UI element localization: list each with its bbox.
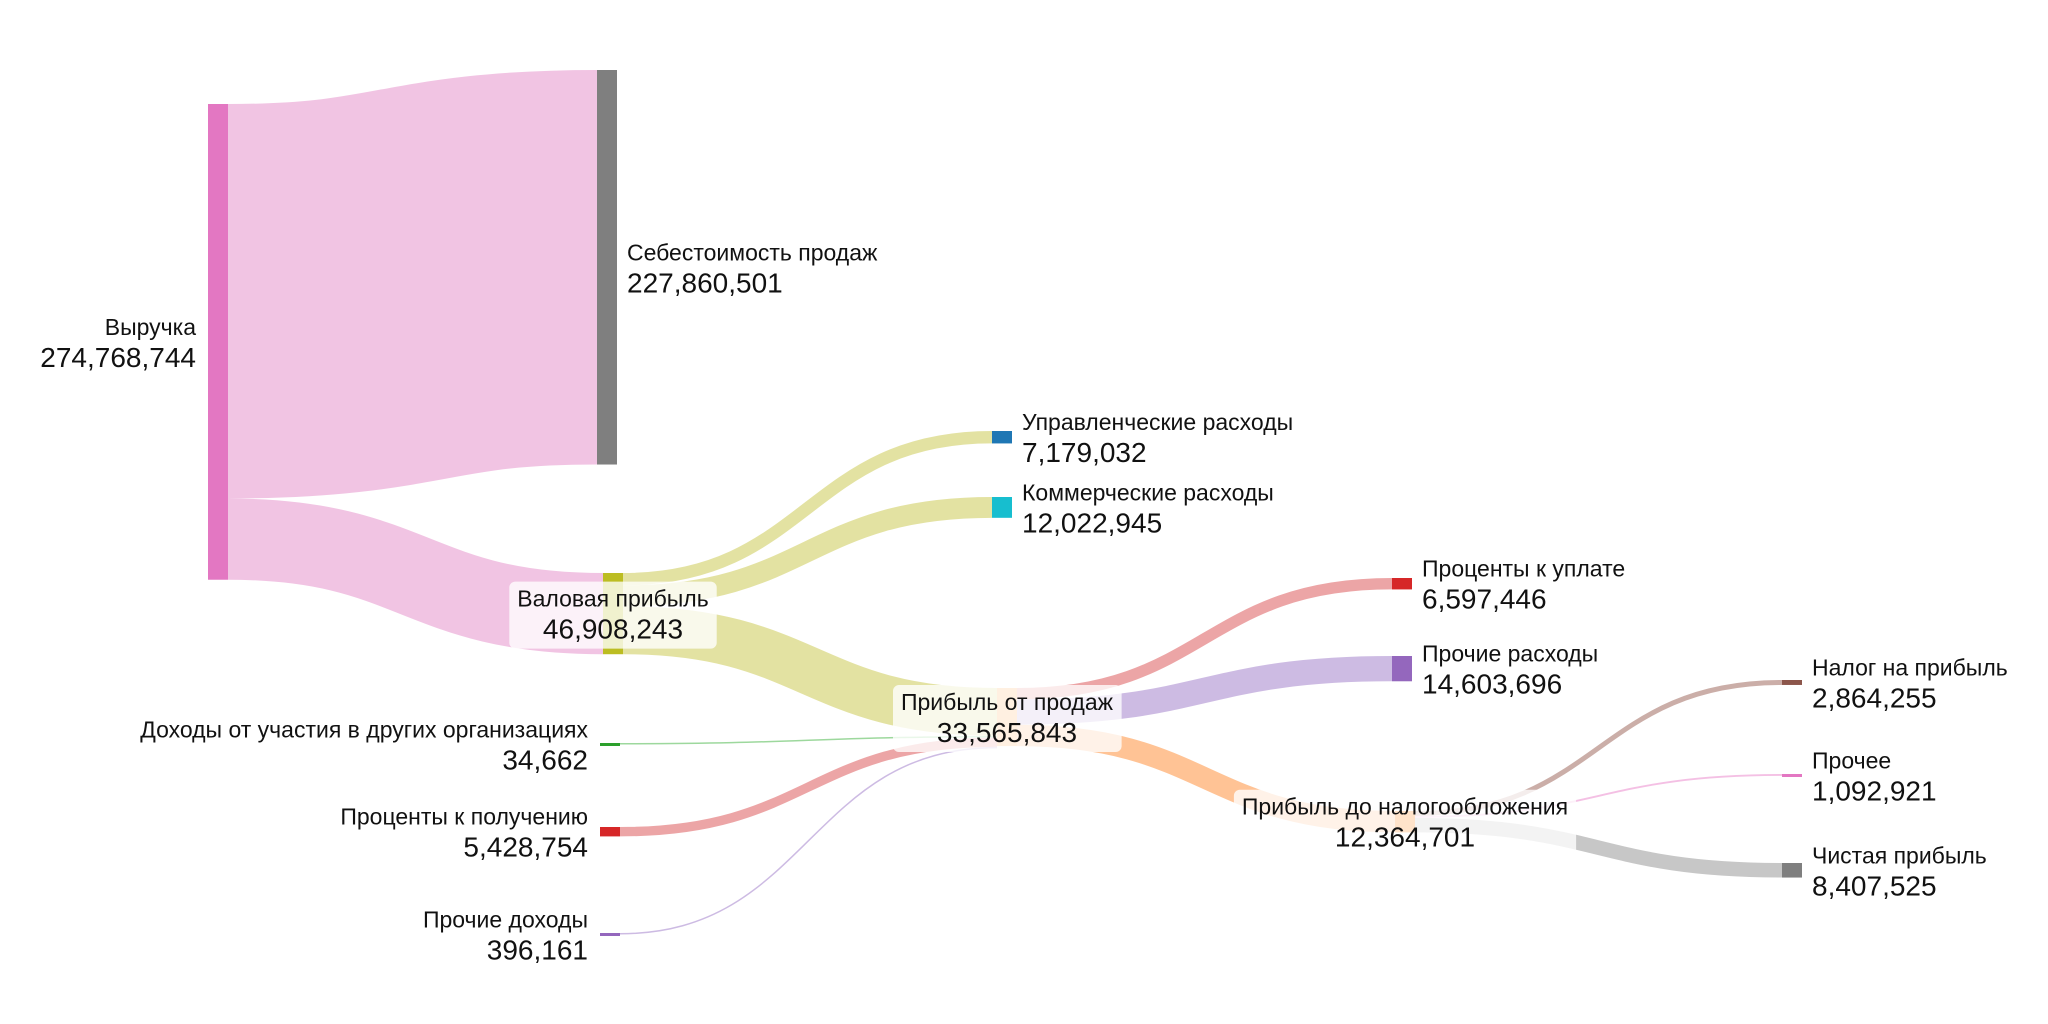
- label-other-value: 1,092,921: [1812, 776, 1937, 807]
- label-other-exp-name: Прочие расходы: [1422, 641, 1598, 667]
- node-comm: [992, 497, 1012, 518]
- label-mgmt-name: Управленческие расходы: [1022, 409, 1293, 435]
- node-participation: [600, 743, 620, 746]
- node-net: [1782, 863, 1802, 878]
- label-sales-profit-name: Прибыль от продаж: [901, 689, 1114, 715]
- label-other-inc-name: Прочие доходы: [423, 907, 588, 933]
- label-other-inc-value: 396,161: [487, 935, 588, 966]
- label-cogs-name: Себестоимость продаж: [627, 239, 878, 265]
- label-gross-name: Валовая прибыль: [517, 586, 708, 612]
- label-pretax-background: [1233, 789, 1577, 857]
- label-revenue-value: 274,768,744: [40, 342, 196, 373]
- label-gross-background: [509, 581, 717, 649]
- label-revenue-name: Выручка: [105, 314, 196, 340]
- node-other: [1782, 774, 1802, 777]
- label-net-name: Чистая прибыль: [1812, 842, 1987, 868]
- node-int-recv: [600, 827, 620, 837]
- node-tax: [1782, 680, 1802, 685]
- node-int-pay: [1392, 578, 1412, 590]
- label-pretax-value: 12,364,701: [1335, 822, 1475, 853]
- label-tax-value: 2,864,255: [1812, 682, 1937, 713]
- label-sales-profit-background: [892, 685, 1122, 753]
- label-other-exp-value: 14,603,696: [1422, 669, 1562, 700]
- label-pretax-name: Прибыль до налогообложения: [1242, 794, 1568, 820]
- label-int-pay-name: Проценты к уплате: [1422, 556, 1625, 582]
- label-int-recv-name: Проценты к получению: [340, 804, 588, 830]
- label-sales-profit-value: 33,565,843: [937, 717, 1077, 748]
- label-cogs-value: 227,860,501: [627, 267, 783, 298]
- label-comm-value: 12,022,945: [1022, 507, 1162, 538]
- label-int-recv-value: 5,428,754: [463, 832, 588, 863]
- link-gross-to-mgmt: [622, 431, 993, 586]
- label-int-pay-value: 6,597,446: [1422, 584, 1547, 615]
- label-comm-name: Коммерческие расходы: [1022, 479, 1274, 505]
- link-int-recv-to-sales-profit: [619, 737, 998, 837]
- node-revenue: [208, 104, 228, 580]
- node-other-exp: [1392, 656, 1412, 682]
- link-revenue-to-cogs: [226, 70, 599, 499]
- node-mgmt: [992, 431, 1012, 444]
- label-participation: Доходы от участия в других организациях3…: [140, 717, 588, 776]
- label-mgmt-value: 7,179,032: [1022, 437, 1147, 468]
- label-participation-value: 34,662: [502, 745, 588, 776]
- label-gross-value: 46,908,243: [543, 614, 683, 645]
- label-net-value: 8,407,525: [1812, 870, 1937, 901]
- link-other-inc-to-sales-profit: [619, 746, 998, 935]
- label-participation-name: Доходы от участия в других организациях: [140, 717, 588, 743]
- label-other-name: Прочее: [1812, 748, 1891, 774]
- node-other-inc: [600, 933, 620, 936]
- label-tax-name: Налог на прибыль: [1812, 654, 2008, 680]
- node-cogs: [597, 70, 617, 465]
